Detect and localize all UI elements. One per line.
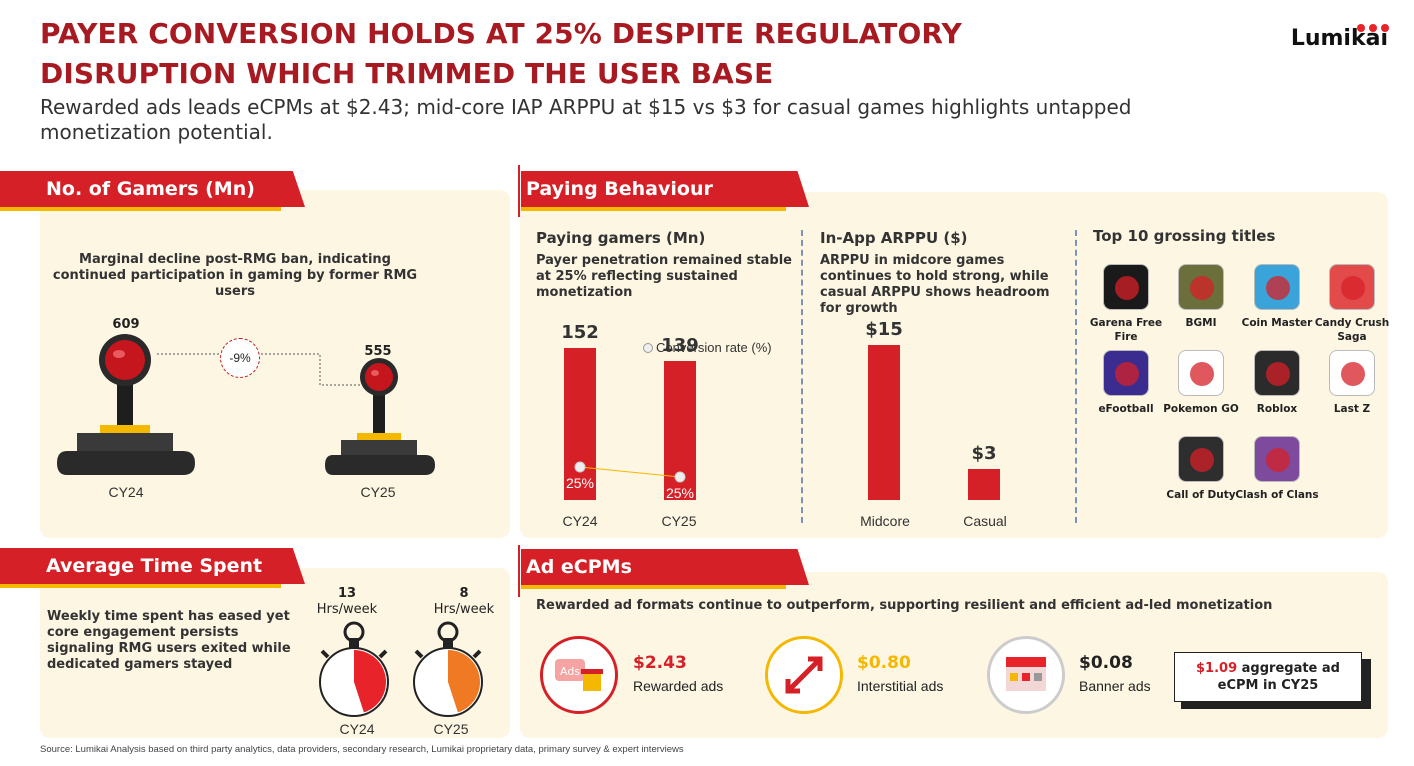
chart1-value-cy24: 152 [561,322,599,343]
time-unit-cy25: Hrs/week [433,602,495,617]
call-of-duty-app-icon [1178,436,1224,482]
conversion-point-cy24 [574,461,586,473]
divider-2 [1075,230,1077,523]
gamers-year-cy25: CY25 [360,484,396,500]
page-title: PAYER CONVERSION HOLDS AT 25% DESPITE RE… [40,14,1220,94]
chart1-value-cy25: 139 [661,335,699,356]
stopwatch-graphic [319,621,483,717]
paying-gamers-chart: 152 139 25% 25% [540,322,780,501]
chart2-value-midcore: $15 [865,319,903,341]
rewarded-ads-label: Rewarded ads [633,678,724,694]
time-note: Weekly time spent has eased yet core eng… [47,609,291,672]
garena-free-fire-app-name: Garena Free Fire [1089,317,1163,343]
garena-free-fire-app-icon [1103,264,1149,310]
change-badge: -9% [220,338,260,378]
stopwatch-cy24-icon [319,621,389,717]
efootball-app-icon [1103,350,1149,396]
clash-of-clans-app-name: Clash of Clans [1235,489,1319,501]
chart2-value-casual: $3 [971,443,997,465]
source-note: Source: Lumikai Analysis based on third … [40,744,684,755]
title-line-1: PAYER CONVERSION HOLDS AT 25% DESPITE RE… [40,17,962,50]
time-year-cy25: CY25 [433,721,469,737]
paying-heading-rule [518,165,520,217]
aggregate-line2: eCPM in CY25 [1217,678,1319,693]
time-unit-cy24: Hrs/week [316,602,378,617]
ads-note: Rewarded ad formats continue to outperfo… [536,598,1273,613]
rewarded-ads-icon: Ads [540,636,618,714]
gamers-note: Marginal decline post-RMG ban, indicatin… [52,252,418,299]
chart1-bar-cy24 [564,348,596,500]
divider-1 [801,230,803,523]
arppu-title: In-App ARPPU ($) [820,229,968,247]
conversion-label-cy24: 25% [565,475,595,491]
chart2-category-midcore: Midcore [860,513,910,529]
banner-ads-label: Banner ads [1079,678,1151,694]
chart1-category-cy24: CY24 [562,513,598,529]
paying-heading: Paying Behaviour [521,171,809,211]
call-of-duty-app-name: Call of Duty [1166,489,1236,501]
clash-of-clans-app-icon [1254,436,1300,482]
chart1-category-cy25: CY25 [661,513,697,529]
top-titles-heading: Top 10 grossing titles [1093,227,1276,245]
title-line-2: DISRUPTION WHICH TRIMMED THE USER BASE [40,57,774,90]
pokemon-go-app-name: Pokemon GO [1163,403,1239,415]
rewarded-ads-value: $2.43 [633,653,687,673]
gamers-year-cy24: CY24 [108,484,144,500]
time-heading: Average Time Spent [0,548,305,588]
coin-master-app-icon [1254,264,1300,310]
interstitial-ads-icon [765,636,843,714]
efootball-app-name: eFootball [1098,403,1154,415]
conversion-legend: Conversion rate (%) [643,340,772,355]
joystick-small-icon [325,358,435,475]
banner-ads-icon [987,636,1065,714]
interstitial-ads-value: $0.80 [857,653,911,673]
logo-dots-icon [1357,24,1389,32]
chart2-category-casual: Casual [963,513,1007,529]
chart2-bar-casual [968,469,1000,500]
coin-master-app-name: Coin Master [1241,317,1313,329]
stopwatch-cy25-icon [413,621,483,717]
joystick-large-icon [57,334,195,475]
roblox-app-icon [1254,350,1300,396]
time-year-cy24: CY24 [339,721,375,737]
aggregate-text: aggregate ad [1237,661,1340,676]
last-z-app-name: Last Z [1333,403,1371,415]
chart2-bar-midcore [868,345,900,500]
conversion-point-cy25 [674,471,686,483]
aggregate-ecpm-box: $1.09 aggregate ad eCPM in CY25 [1174,652,1362,702]
bgmi-app-name: BGMI [1185,317,1217,329]
time-value-cy25: 8 Hrs/week [432,586,496,618]
legend-label: Conversion rate (%) [656,340,772,355]
gamers-value-cy24: 609 [112,317,140,332]
ads-heading: Ad eCPMs [521,549,809,589]
time-hours-cy25: 8 [459,586,469,601]
gamers-value-cy25: 555 [364,344,392,359]
pokemon-go-app-icon [1178,350,1224,396]
gamers-heading: No. of Gamers (Mn) [0,171,305,211]
time-value-cy24: 13 Hrs/week [315,586,379,618]
paying-gamers-title: Paying gamers (Mn) [536,229,706,247]
aggregate-value: $1.09 [1196,661,1238,676]
banner-ads-value: $0.08 [1079,653,1133,673]
paying-gamers-note: Payer penetration remained stable at 25%… [536,253,792,300]
time-hours-cy24: 13 [337,586,357,601]
legend-dot-icon [643,343,653,353]
bgmi-app-icon [1178,264,1224,310]
candy-crush-saga-app-name: Candy Crush Saga [1314,317,1390,343]
arppu-note: ARPPU in midcore games continues to hold… [820,253,1050,316]
page-subtitle: Rewarded ads leads eCPMs at $2.43; mid-c… [40,95,1132,144]
arppu-chart: $15 $3 [840,319,1040,500]
ads-badge-text: Ads [560,665,580,678]
joystick-graphic [57,334,435,475]
conversion-line [574,461,686,483]
candy-crush-saga-app-icon [1329,264,1375,310]
last-z-app-icon [1329,350,1375,396]
roblox-app-name: Roblox [1256,403,1298,415]
interstitial-ads-label: Interstitial ads [857,678,944,694]
ads-heading-rule [518,545,520,597]
conversion-label-cy25: 25% [665,485,695,501]
